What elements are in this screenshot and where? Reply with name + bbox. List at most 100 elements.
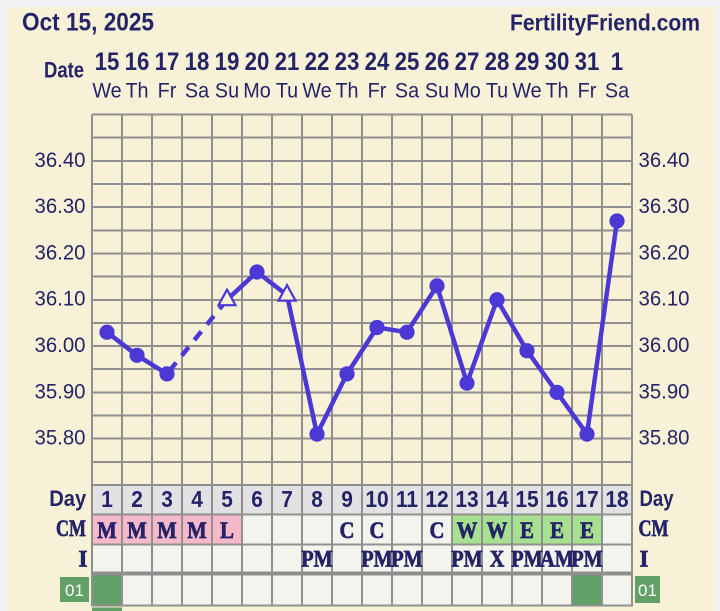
svg-text:36.10: 36.10 bbox=[639, 287, 690, 311]
svg-text:Day: Day bbox=[640, 486, 674, 511]
svg-text:36.10: 36.10 bbox=[35, 287, 86, 311]
svg-text:I: I bbox=[79, 547, 88, 572]
svg-text:36.20: 36.20 bbox=[639, 240, 690, 264]
svg-text:PM: PM bbox=[571, 546, 603, 571]
svg-text:M: M bbox=[127, 518, 147, 543]
svg-text:3: 3 bbox=[161, 486, 173, 512]
svg-text:15: 15 bbox=[515, 486, 538, 512]
svg-text:8: 8 bbox=[311, 486, 323, 512]
svg-text:20: 20 bbox=[245, 48, 270, 76]
svg-text:1: 1 bbox=[101, 486, 113, 512]
svg-text:30: 30 bbox=[545, 48, 570, 76]
svg-text:C: C bbox=[370, 518, 385, 543]
svg-text:CM: CM bbox=[56, 516, 86, 541]
svg-text:We: We bbox=[302, 78, 331, 102]
svg-text:C: C bbox=[340, 518, 355, 543]
svg-text:5: 5 bbox=[221, 486, 233, 512]
svg-text:13: 13 bbox=[455, 486, 478, 512]
svg-text:Tu: Tu bbox=[486, 78, 508, 102]
svg-text:16: 16 bbox=[545, 486, 568, 512]
svg-text:28: 28 bbox=[485, 48, 510, 76]
svg-text:36.20: 36.20 bbox=[35, 240, 86, 264]
svg-text:36.40: 36.40 bbox=[639, 148, 690, 172]
svg-text:AM: AM bbox=[540, 546, 574, 571]
svg-text:18: 18 bbox=[185, 48, 210, 76]
svg-text:Th: Th bbox=[125, 78, 148, 102]
svg-text:Fr: Fr bbox=[578, 78, 597, 102]
svg-text:01: 01 bbox=[65, 581, 84, 600]
svg-text:36.30: 36.30 bbox=[35, 194, 86, 218]
svg-text:Day: Day bbox=[49, 486, 86, 511]
svg-text:14: 14 bbox=[485, 486, 508, 512]
svg-text:Tu: Tu bbox=[276, 78, 298, 102]
svg-text:C: C bbox=[430, 518, 445, 543]
svg-text:Th: Th bbox=[335, 78, 358, 102]
svg-text:16: 16 bbox=[125, 48, 150, 76]
svg-text:19: 19 bbox=[215, 48, 240, 76]
svg-text:E: E bbox=[520, 518, 534, 543]
svg-text:Sa: Sa bbox=[395, 78, 419, 102]
svg-text:W: W bbox=[457, 518, 478, 543]
svg-text:M: M bbox=[157, 518, 177, 543]
svg-text:31: 31 bbox=[575, 48, 600, 76]
svg-text:17: 17 bbox=[155, 48, 180, 76]
svg-text:PM: PM bbox=[451, 546, 483, 571]
svg-text:36.00: 36.00 bbox=[639, 333, 690, 357]
svg-text:26: 26 bbox=[425, 48, 450, 76]
svg-text:36.00: 36.00 bbox=[35, 333, 86, 357]
svg-text:Mo: Mo bbox=[453, 78, 481, 102]
svg-text:35.80: 35.80 bbox=[639, 426, 690, 450]
svg-text:M: M bbox=[97, 518, 117, 543]
svg-text:PM: PM bbox=[301, 546, 333, 571]
svg-text:36.40: 36.40 bbox=[35, 148, 86, 172]
svg-text:01: 01 bbox=[638, 581, 657, 600]
svg-text:6: 6 bbox=[251, 486, 263, 512]
svg-text:Mo: Mo bbox=[243, 78, 271, 102]
svg-text:Fr: Fr bbox=[368, 78, 387, 102]
svg-text:29: 29 bbox=[515, 48, 540, 76]
svg-text:Th: Th bbox=[545, 78, 568, 102]
svg-text:9: 9 bbox=[341, 486, 353, 512]
svg-text:17: 17 bbox=[575, 486, 598, 512]
svg-text:M: M bbox=[187, 518, 207, 543]
svg-text:PM: PM bbox=[511, 546, 543, 571]
svg-text:1: 1 bbox=[611, 48, 623, 76]
svg-text:7: 7 bbox=[281, 486, 293, 512]
svg-text:27: 27 bbox=[455, 48, 480, 76]
svg-text:E: E bbox=[580, 518, 594, 543]
svg-text:36.30: 36.30 bbox=[639, 194, 690, 218]
svg-text:23: 23 bbox=[335, 48, 360, 76]
svg-text:Su: Su bbox=[215, 78, 239, 102]
svg-text:FertilityFriend.com: FertilityFriend.com bbox=[510, 10, 700, 36]
svg-text:Sa: Sa bbox=[185, 78, 209, 102]
svg-text:35.90: 35.90 bbox=[639, 379, 690, 403]
svg-text:PM: PM bbox=[391, 546, 423, 571]
svg-text:PM: PM bbox=[361, 546, 393, 571]
svg-text:2: 2 bbox=[131, 486, 143, 512]
svg-text:18: 18 bbox=[605, 486, 628, 512]
svg-text:Oct 15, 2025: Oct 15, 2025 bbox=[22, 9, 154, 37]
svg-text:X: X bbox=[490, 546, 505, 571]
svg-text:12: 12 bbox=[425, 486, 448, 512]
svg-text:15: 15 bbox=[95, 48, 120, 76]
svg-text:I: I bbox=[640, 547, 649, 572]
svg-text:Su: Su bbox=[425, 78, 449, 102]
svg-text:Fr: Fr bbox=[158, 78, 177, 102]
svg-text:CM: CM bbox=[639, 516, 669, 541]
svg-text:35.90: 35.90 bbox=[35, 379, 86, 403]
svg-text:We: We bbox=[92, 78, 121, 102]
svg-text:24: 24 bbox=[365, 48, 390, 76]
svg-text:4: 4 bbox=[191, 486, 203, 512]
svg-text:22: 22 bbox=[305, 48, 330, 76]
svg-text:L: L bbox=[220, 518, 234, 543]
svg-text:Date: Date bbox=[44, 58, 84, 83]
svg-text:10: 10 bbox=[365, 486, 388, 512]
svg-text:E: E bbox=[550, 518, 564, 543]
svg-text:W: W bbox=[487, 518, 508, 543]
svg-text:11: 11 bbox=[396, 486, 418, 512]
svg-text:35.80: 35.80 bbox=[35, 426, 86, 450]
svg-text:21: 21 bbox=[275, 48, 300, 76]
svg-text:We: We bbox=[512, 78, 541, 102]
svg-text:25: 25 bbox=[395, 48, 420, 76]
svg-text:Sa: Sa bbox=[605, 78, 629, 102]
